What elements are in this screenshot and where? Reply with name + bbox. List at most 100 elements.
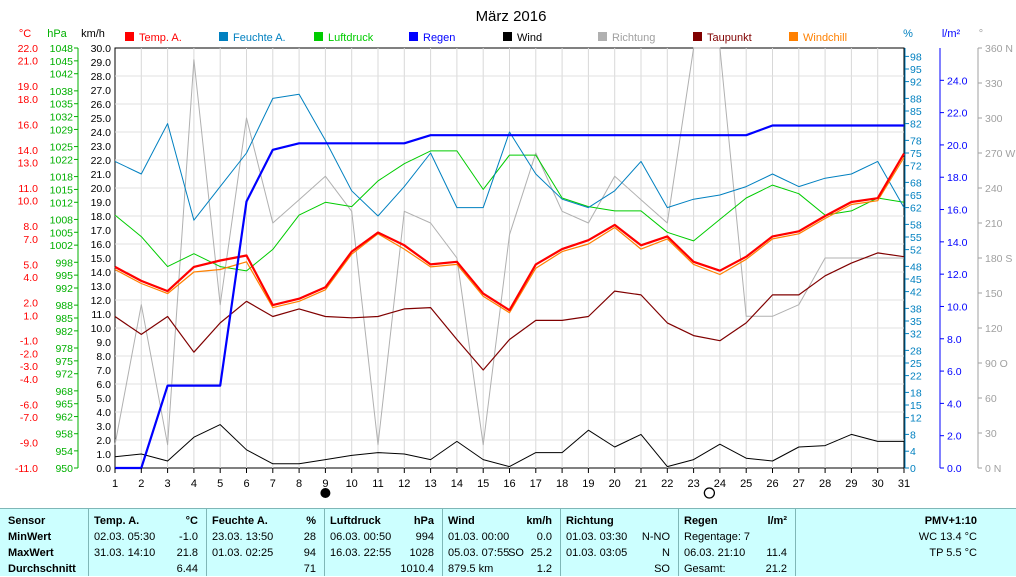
- stats-temp-min-time: 05:30: [127, 531, 156, 543]
- rain-tick-label: 14.0: [947, 237, 968, 249]
- stats-pmv-dewpoint: TP 5.5 °C: [929, 547, 977, 559]
- wind-tick-label: 3.0: [96, 421, 111, 433]
- pressure-tick-label: 1015: [50, 184, 74, 196]
- stats-wind-distance: 879.5 km: [448, 563, 494, 575]
- rain-tick-label: 6.0: [947, 366, 962, 378]
- stats-temp-unit: °C: [185, 515, 198, 527]
- legend-label: Richtung: [612, 32, 655, 44]
- legend-label: Temp. A.: [139, 32, 182, 44]
- temp-tick-label: -3.0: [20, 361, 38, 373]
- wind-tick-label: 2.0: [96, 435, 111, 447]
- direction-tick-label: 120: [985, 323, 1003, 335]
- stats-pressure-max-date: 16.03.: [330, 547, 361, 559]
- chart-axes: 22.021.019.018.016.014.013.011.010.08.07…: [15, 43, 1016, 475]
- humidity-tick-label: 35: [910, 316, 922, 328]
- temp-tick-label: 7.0: [23, 234, 38, 246]
- humidity-tick-label: 65: [910, 190, 922, 202]
- temp-tick-label: 4.0: [23, 272, 38, 284]
- direction-tick-label: 270 W: [985, 148, 1015, 160]
- rain-tick-label: 12.0: [947, 269, 968, 281]
- wind-tick-label: 10.0: [91, 323, 112, 335]
- stats-direction-avg: SO: [654, 563, 670, 575]
- series-line-richtung: [114, 47, 904, 446]
- x-tick-label: 1: [112, 478, 118, 490]
- legend-swatch: [314, 32, 323, 41]
- pressure-tick-label: 958: [55, 429, 73, 441]
- chart-series: [114, 47, 905, 470]
- pressure-tick-label: 965: [55, 399, 73, 411]
- humidity-tick-label: 78: [910, 135, 922, 147]
- temp-tick-label: 13.0: [18, 158, 39, 170]
- x-tick-label: 6: [243, 478, 249, 490]
- stats-sensor-column: Sensor MinWert MaxWert Durchschnitt: [8, 513, 86, 577]
- stats-rain-total-label: Gesamt:: [684, 563, 726, 575]
- wind-tick-label: 11.0: [91, 309, 111, 321]
- humidity-tick-label: 48: [910, 261, 922, 273]
- temp-tick-label: 11.0: [18, 183, 38, 195]
- x-tick-label: 11: [372, 478, 383, 490]
- wind-tick-label: 4.0: [96, 407, 111, 419]
- x-tick-label: 8: [296, 478, 302, 490]
- stats-temp-min-value: -1.0: [179, 531, 198, 543]
- series-line-temp-a: [114, 153, 905, 312]
- temp-tick-label: -9.0: [20, 438, 38, 450]
- humidity-tick-label: 22: [910, 371, 922, 383]
- wind-tick-label: 14.0: [91, 267, 112, 279]
- direction-tick-label: 360 N: [985, 43, 1013, 55]
- wind-tick-label: 23.0: [91, 141, 112, 153]
- pressure-tick-label: 950: [55, 463, 73, 475]
- direction-tick-label: 300: [985, 113, 1003, 125]
- stats-humidity-column: Feuchte A.% 23.03. 13:50 28 01.03. 02:25 9…: [212, 513, 318, 577]
- weather-chart: März 2016 °C hPa km/h% l/m² ° Temp. A. Feucht…: [15, 8, 1016, 499]
- temp-tick-label: 16.0: [18, 119, 39, 131]
- wind-tick-label: 16.0: [91, 239, 112, 251]
- stats-pressure-avg: 1010.4: [400, 563, 434, 575]
- pressure-tick-label: 1012: [50, 197, 74, 209]
- unit-label-wind: km/h: [81, 28, 105, 40]
- stats-direction-max-date: 01.03.: [566, 547, 597, 559]
- pressure-tick-label: 1005: [50, 227, 74, 239]
- x-tick-label: 2: [138, 478, 144, 490]
- wind-tick-label: 9.0: [96, 337, 111, 349]
- stats-temp-header: Temp. A.: [94, 515, 140, 527]
- rain-tick-label: 0.0: [947, 463, 962, 475]
- pressure-tick-label: 1048: [50, 43, 74, 55]
- pressure-tick-label: 1045: [50, 56, 74, 68]
- stats-humidity-max-value: 94: [303, 547, 316, 559]
- direction-tick-label: 30: [985, 428, 997, 440]
- x-tick-label: 30: [872, 478, 884, 490]
- wind-tick-label: 17.0: [91, 225, 112, 237]
- stats-wind-unit: km/h: [526, 515, 552, 527]
- wind-tick-label: 22.0: [91, 155, 112, 167]
- x-tick-label: 14: [451, 478, 463, 490]
- humidity-tick-label: 18: [910, 387, 922, 399]
- wind-tick-label: 19.0: [91, 197, 112, 209]
- x-tick-label: 20: [609, 478, 621, 490]
- stats-wind-max-time: 07:55: [481, 547, 510, 559]
- humidity-tick-label: 98: [910, 51, 922, 63]
- rain-tick-label: 4.0: [947, 398, 962, 410]
- pressure-tick-label: 1038: [50, 86, 74, 98]
- x-axis: 1 2 3 4 5 6 7 8 9 10 11 12 13 14 15 16 17 18 19 20 21 22 23 24 2…: [112, 468, 910, 499]
- pressure-tick-label: 1042: [50, 69, 74, 81]
- legend-swatch: [598, 32, 607, 41]
- humidity-tick-label: 4: [910, 446, 916, 458]
- rain-tick-label: 2.0: [947, 431, 962, 443]
- temp-tick-label: -1.0: [20, 336, 38, 348]
- stats-sensor-header: Sensor: [8, 515, 46, 527]
- legend-swatch: [693, 32, 702, 41]
- temp-tick-label: 1.0: [23, 310, 38, 322]
- unit-label-rain: l/m²: [942, 28, 961, 40]
- stats-humidity-max-date: 01.03.: [212, 547, 243, 559]
- series-line-feuchte-a: [114, 93, 905, 221]
- wind-tick-label: 5.0: [96, 393, 111, 405]
- pressure-tick-label: 1022: [50, 154, 74, 166]
- stats-pressure-header: Luftdruck: [330, 515, 381, 527]
- stats-rain-max-value: 11.4: [766, 547, 787, 559]
- pressure-tick-label: 1035: [50, 99, 74, 111]
- temp-tick-label: 8.0: [23, 221, 38, 233]
- stats-rain-unit: l/m²: [767, 515, 787, 527]
- direction-tick-label: 330: [985, 78, 1003, 90]
- series-line-windchill: [114, 157, 905, 314]
- rain-tick-label: 24.0: [947, 75, 968, 87]
